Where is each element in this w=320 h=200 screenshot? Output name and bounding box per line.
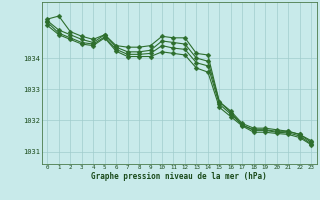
X-axis label: Graphe pression niveau de la mer (hPa): Graphe pression niveau de la mer (hPa) bbox=[91, 172, 267, 181]
